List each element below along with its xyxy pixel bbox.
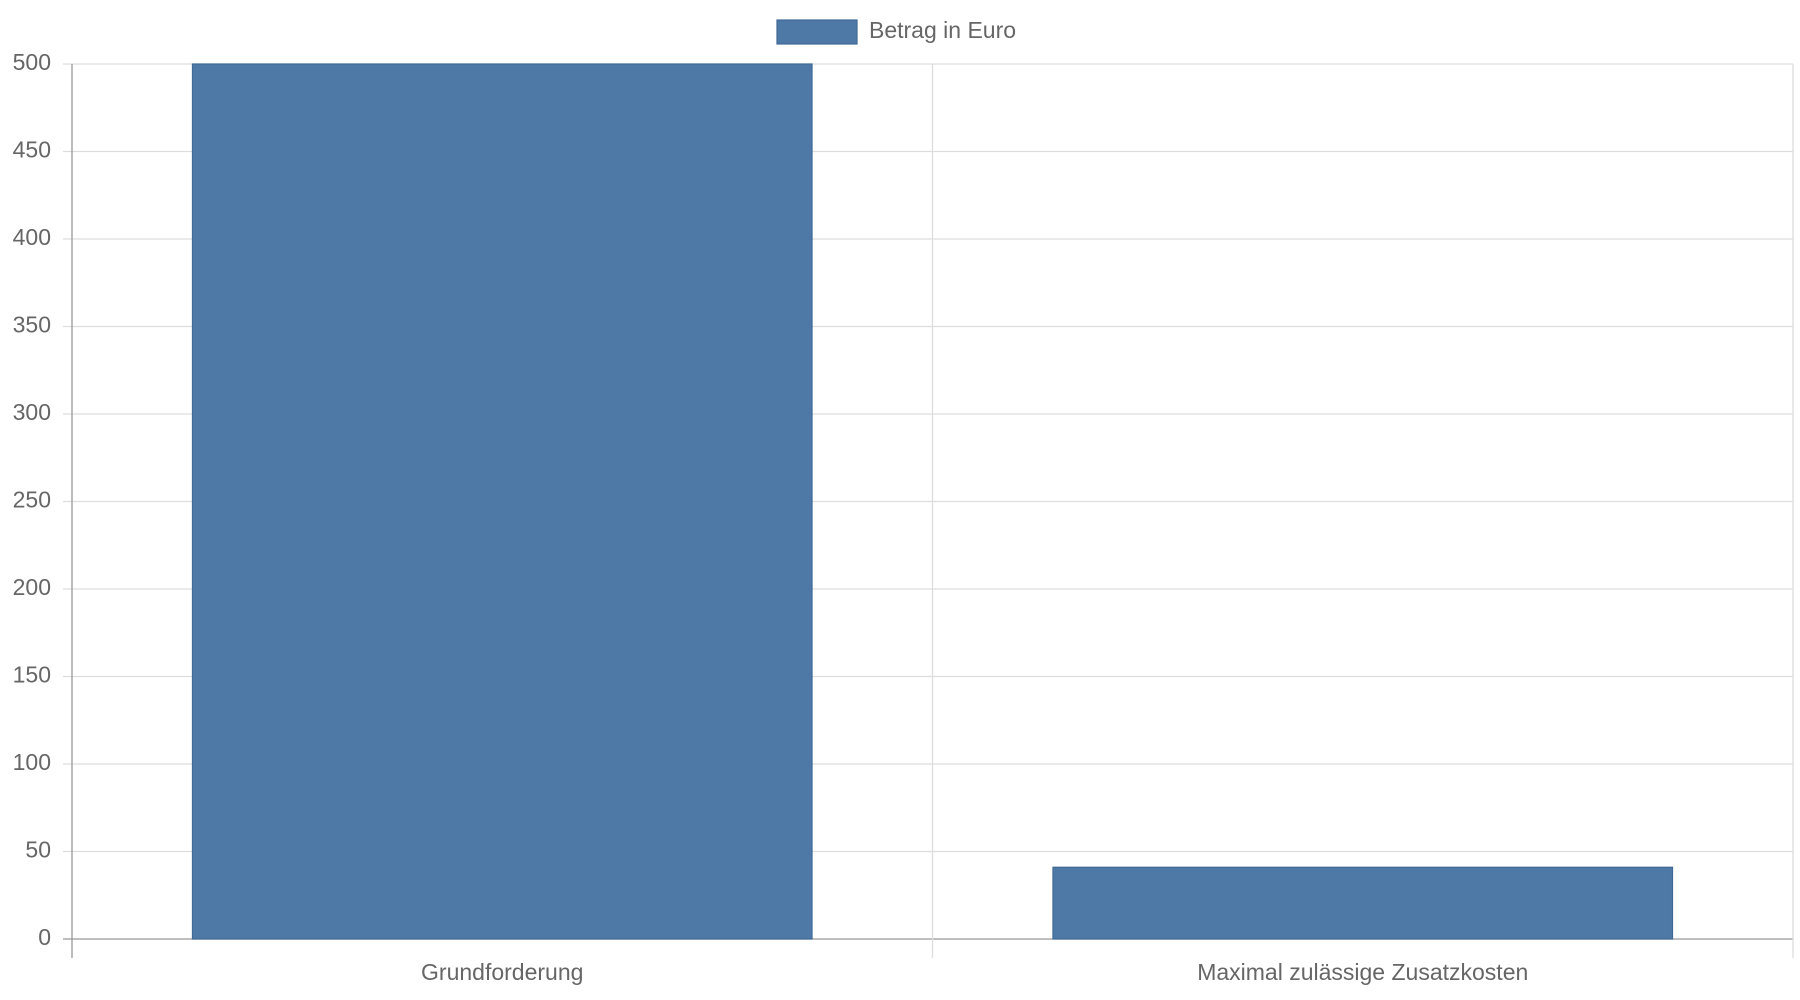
y-tick-label: 200 [13,574,51,600]
x-tick-label: Maximal zulässige Zusatzkosten [1197,959,1528,985]
legend-label: Betrag in Euro [869,17,1016,43]
y-tick-label: 150 [13,662,51,688]
y-tick-label: 250 [13,487,51,513]
y-tick-label: 0 [38,924,51,950]
x-tick-label: Grundforderung [421,959,583,985]
y-tick-label: 400 [13,224,51,250]
y-tick-label: 450 [13,137,51,163]
y-tick-label: 50 [25,837,51,863]
y-tick-label: 500 [13,49,51,75]
bar [191,63,813,940]
bar [1052,866,1674,940]
y-tick-label: 100 [13,749,51,775]
y-tick-label: 350 [13,312,51,338]
legend-swatch [776,19,858,45]
y-tick-label: 300 [13,399,51,425]
